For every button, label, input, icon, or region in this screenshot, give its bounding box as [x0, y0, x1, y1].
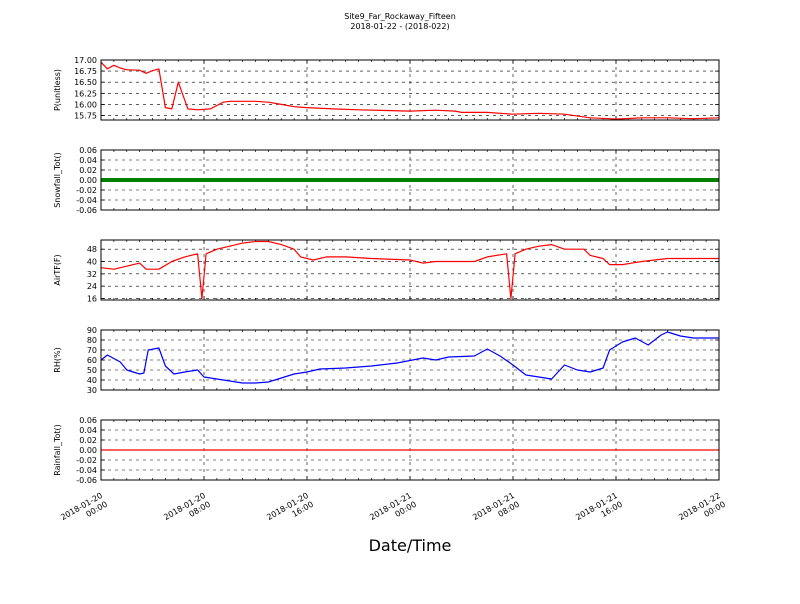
y-tick-label: 0.00: [79, 446, 97, 455]
y-tick-label: 0.00: [79, 176, 97, 185]
series-line: [100, 61, 720, 120]
y-tick-label: 90: [87, 326, 97, 335]
y-tick-label: 16.00: [74, 100, 97, 109]
panels: 17.00 16.75 16.50 16.25 16.00 15.75 P(unitless…: [53, 56, 720, 485]
panel-2: 0.060.040.020.00-0.02-0.04-0.06 Snowfall_…: [53, 146, 720, 215]
x-axis-label: Date/Time: [369, 536, 452, 555]
y-tick-label: 0.06: [79, 416, 97, 425]
y-tick-label: 30: [87, 386, 97, 395]
y-tick-label: 17.00: [74, 56, 97, 65]
y-tick-label: 0.02: [79, 436, 97, 445]
y-tick-label: 32: [87, 270, 97, 279]
y-axis-label: Rainfall_Tot(): [53, 424, 62, 476]
panel-frame: [100, 149, 720, 211]
panel-frame: [100, 329, 720, 391]
x-tick-label: 2018-01-2108:00: [471, 491, 521, 531]
y-tick-label: 0.04: [79, 426, 97, 435]
y-tick-label: 40: [87, 376, 97, 385]
y-tick-label: -0.06: [76, 206, 97, 215]
y-axis-label: Snowfall_Tot(): [53, 152, 62, 208]
y-tick-label: 16: [87, 294, 97, 303]
panel-1: 17.00 16.75 16.50 16.25 16.00 15.75 P(unitless…: [53, 56, 720, 121]
y-tick-label: 15.75: [74, 112, 97, 121]
series-line: [100, 331, 719, 384]
x-tick-label: 2018-01-2000:00: [59, 491, 109, 531]
y-tick-label: 0.06: [79, 146, 97, 155]
panel-frame: [100, 419, 720, 481]
y-tick-label: 16.50: [74, 78, 97, 87]
series-line: [100, 240, 719, 300]
panel-frame: [100, 59, 720, 121]
y-tick-label: 16.75: [74, 67, 97, 76]
panel-5: 0.060.040.020.00-0.02-0.04-0.06 Rainfall_…: [53, 416, 720, 485]
x-tick-label: 2018-01-2100:00: [368, 491, 418, 531]
y-tick-label: -0.04: [76, 196, 97, 205]
y-tick-label: 16.25: [74, 89, 97, 98]
y-tick-label: 24: [87, 282, 97, 291]
x-tick-label: 2018-01-2008:00: [162, 491, 212, 531]
x-tick-label: 2018-01-2200:00: [677, 491, 727, 531]
y-tick-label: 48: [87, 245, 97, 254]
y-tick-label: -0.02: [76, 456, 97, 465]
chart-title: Site9_Far_Rockaway_Fifteen: [344, 12, 456, 21]
y-tick-label: 50: [87, 366, 97, 375]
y-tick-label: 0.02: [79, 166, 97, 175]
y-tick-label: 0.04: [79, 156, 97, 165]
y-axis-label: P(unitless): [53, 69, 62, 111]
x-tick-label: 2018-01-2116:00: [574, 491, 624, 531]
y-tick-label: 60: [87, 356, 97, 365]
panel-frame: [100, 239, 720, 301]
y-tick-label: 40: [87, 258, 97, 267]
y-axis-label: AirTF(F): [53, 254, 62, 285]
y-tick-label: -0.02: [76, 186, 97, 195]
panel-3: 48 40 32 24 16 AirTF(F): [53, 239, 720, 303]
x-tick-labels: 2018-01-2000:00 2018-01-2008:00 2018-01-20…: [59, 491, 727, 531]
y-tick-label: -0.04: [76, 466, 97, 475]
x-tick-label: 2018-01-2016:00: [265, 491, 315, 531]
y-axis-label: RH(%): [53, 347, 62, 372]
y-tick-label: -0.06: [76, 476, 97, 485]
y-tick-label: 70: [87, 346, 97, 355]
y-tick-label: 80: [87, 336, 97, 345]
chart-subtitle: 2018-01-22 - (2018-022): [350, 22, 449, 31]
